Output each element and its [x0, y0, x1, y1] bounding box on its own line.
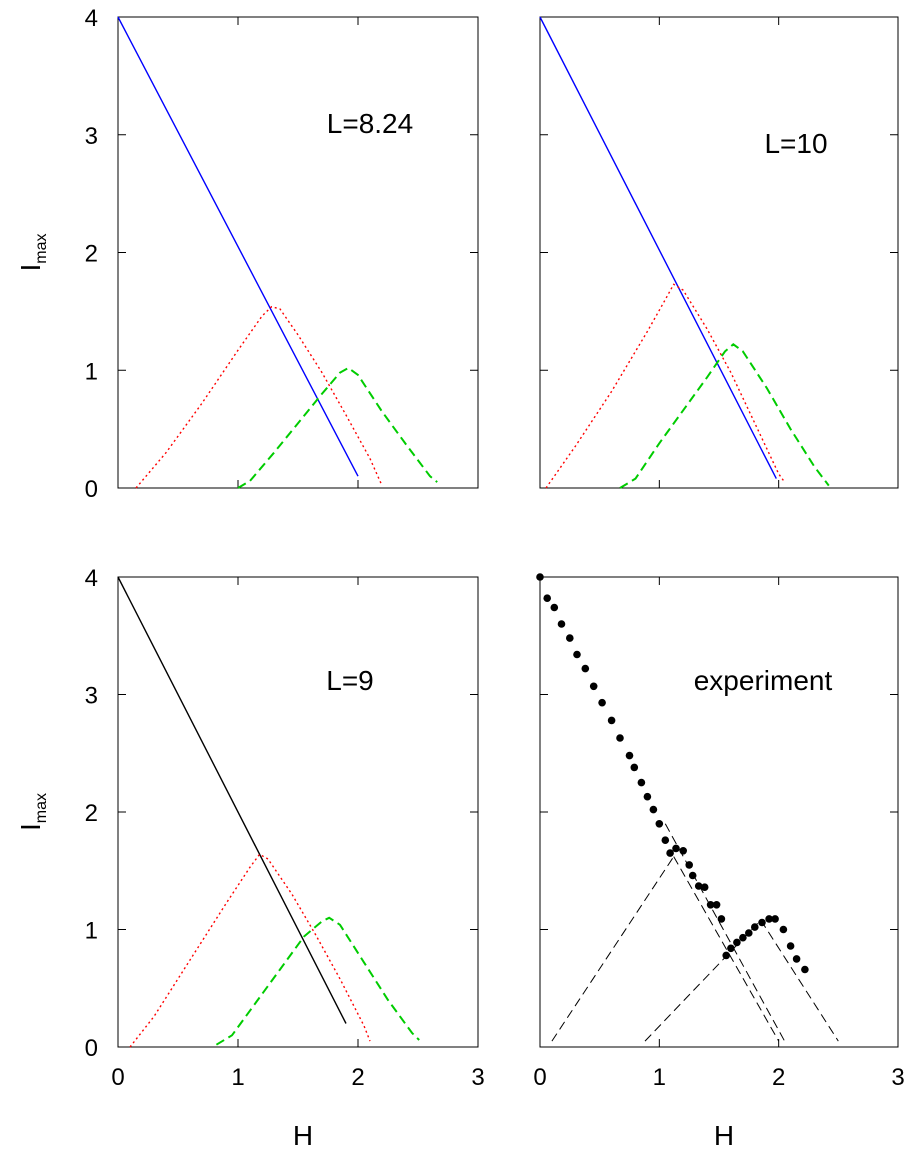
series-dotted-line [545, 283, 786, 489]
data-point [566, 634, 574, 642]
y-tick-label: 4 [85, 5, 98, 32]
panel-label: experiment [694, 665, 833, 696]
x-tick-label: 3 [891, 1064, 904, 1091]
x-axis-title: H [714, 1120, 734, 1151]
y-tick-label: 2 [85, 800, 98, 827]
x-tick-label: 2 [772, 1064, 785, 1091]
data-point [739, 933, 747, 942]
data-point [536, 573, 544, 581]
data-point [765, 915, 773, 923]
y-tick-label: 0 [85, 476, 98, 503]
data-point [700, 883, 709, 891]
panel-label: L=10 [764, 128, 827, 159]
data-point [616, 734, 624, 742]
x-tick-label: 1 [653, 1064, 666, 1091]
y-tick-label: 4 [85, 565, 98, 592]
panel-label: L=9 [326, 665, 374, 696]
data-point [751, 923, 759, 931]
data-point [679, 847, 687, 855]
data-point [733, 938, 741, 947]
data-point [758, 918, 766, 927]
plot-frame [117, 16, 479, 489]
panel-top-right: L=10 [539, 16, 899, 489]
panel-bottom-left: 0 1 2 3 0 1 2 3 4 Imax H L=9 [15, 565, 485, 1151]
data-point [779, 925, 788, 934]
y-axis-title: Imax [15, 233, 50, 271]
data-point [557, 620, 566, 628]
x-tick-label: 0 [111, 1064, 124, 1091]
guide-dashed-line [664, 823, 786, 1042]
data-point [717, 915, 726, 923]
series-solid-line [117, 576, 347, 1024]
series-dotted-line [129, 853, 371, 1048]
guide-dashed-line [760, 919, 839, 1042]
guide-dashed-line [673, 856, 780, 1042]
panel-top-left: 0 1 2 3 4 Imax L=8.24 [15, 5, 479, 503]
data-point [607, 716, 616, 725]
data-point [706, 901, 715, 909]
series-dashed-line [237, 366, 438, 489]
x-tick-label: 2 [351, 1064, 364, 1091]
data-point [573, 650, 581, 659]
x-axis-title: H [293, 1120, 313, 1151]
data-point [688, 871, 697, 880]
panel-label: L=8.24 [327, 108, 413, 139]
series-dashed-line [215, 916, 420, 1046]
x-tick-label: 3 [471, 1064, 484, 1091]
y-tick-label: 1 [85, 358, 98, 385]
data-point [550, 603, 559, 612]
y-tick-label: 3 [85, 683, 98, 710]
data-point [694, 882, 703, 890]
data-point [655, 820, 664, 828]
data-point [786, 942, 795, 950]
data-point [581, 664, 590, 673]
series-dotted-line [135, 305, 383, 489]
y-tick-label: 1 [85, 918, 98, 945]
series-dashed-line [619, 343, 830, 489]
plot-frame [117, 576, 479, 1048]
data-point [672, 844, 680, 853]
data-point [649, 805, 658, 814]
x-tick-label: 0 [533, 1064, 546, 1091]
data-point [637, 778, 646, 787]
data-point [685, 861, 693, 869]
guide-dashed-line [551, 856, 675, 1042]
x-tick-label: 1 [231, 1064, 244, 1091]
data-point [792, 955, 801, 963]
data-point [745, 929, 753, 937]
y-axis-title: Imax [15, 793, 50, 831]
data-point [598, 698, 606, 707]
data-point [666, 849, 674, 857]
data-point [801, 965, 809, 974]
series-solid-line [539, 16, 777, 479]
y-tick-label: 2 [85, 241, 98, 268]
data-point [771, 915, 779, 923]
data-point [543, 594, 551, 602]
series-solid-line [117, 16, 359, 477]
data-point [589, 682, 598, 691]
data-point [727, 944, 735, 953]
data-point [722, 951, 730, 960]
data-point [625, 751, 634, 760]
data-point [712, 901, 721, 909]
data-point [643, 792, 652, 801]
data-point [630, 763, 639, 772]
y-tick-label: 3 [85, 123, 98, 150]
y-tick-label: 0 [85, 1035, 98, 1062]
data-point [661, 836, 670, 844]
plot-frame [539, 576, 899, 1048]
